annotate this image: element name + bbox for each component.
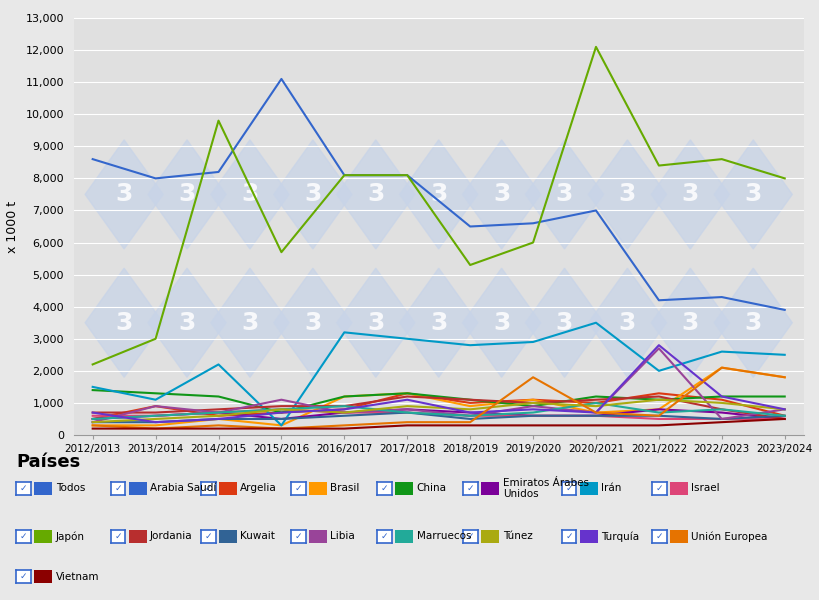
Polygon shape: [462, 268, 540, 377]
Text: 3: 3: [429, 182, 447, 206]
Text: 3: 3: [429, 311, 447, 335]
Text: 3: 3: [241, 182, 258, 206]
Polygon shape: [85, 140, 163, 249]
Text: ✓: ✓: [204, 532, 212, 541]
Text: ✓: ✓: [380, 484, 388, 493]
Text: Jordania: Jordania: [150, 532, 192, 541]
Text: ✓: ✓: [20, 532, 28, 541]
Text: Japón: Japón: [56, 531, 84, 542]
Text: 3: 3: [179, 311, 196, 335]
Text: 3: 3: [744, 182, 761, 206]
Text: 3: 3: [555, 311, 572, 335]
Text: ✓: ✓: [466, 532, 474, 541]
Polygon shape: [85, 268, 163, 377]
Text: 3: 3: [304, 182, 321, 206]
Text: 3: 3: [115, 311, 133, 335]
Polygon shape: [525, 140, 603, 249]
Polygon shape: [462, 140, 540, 249]
Text: 3: 3: [681, 311, 698, 335]
Polygon shape: [650, 140, 728, 249]
Text: 3: 3: [744, 311, 761, 335]
Polygon shape: [337, 268, 414, 377]
Polygon shape: [713, 268, 791, 377]
Polygon shape: [337, 140, 414, 249]
Text: 3: 3: [115, 182, 133, 206]
Text: 3: 3: [241, 311, 258, 335]
Polygon shape: [713, 140, 791, 249]
Text: 3: 3: [681, 182, 698, 206]
Polygon shape: [588, 140, 666, 249]
Text: 3: 3: [492, 311, 509, 335]
Text: ✓: ✓: [294, 532, 302, 541]
Text: ✓: ✓: [294, 484, 302, 493]
Text: 3: 3: [555, 182, 572, 206]
Polygon shape: [399, 268, 477, 377]
Text: ✓: ✓: [654, 484, 663, 493]
Text: Irán: Irán: [600, 484, 621, 493]
Text: Países: Países: [16, 453, 80, 471]
Text: Kuwait: Kuwait: [240, 532, 275, 541]
Text: ✓: ✓: [380, 532, 388, 541]
Polygon shape: [525, 268, 603, 377]
Text: 3: 3: [179, 182, 196, 206]
Text: 3: 3: [618, 182, 636, 206]
Polygon shape: [210, 140, 288, 249]
Text: 3: 3: [304, 311, 321, 335]
Text: Libia: Libia: [330, 532, 355, 541]
Text: Emiratos Árabes
Unidos: Emiratos Árabes Unidos: [502, 478, 588, 499]
Text: Brasil: Brasil: [330, 484, 360, 493]
Polygon shape: [588, 268, 666, 377]
Text: Unión Europea: Unión Europea: [690, 531, 767, 542]
Text: Turquía: Turquía: [600, 531, 638, 542]
Polygon shape: [148, 268, 226, 377]
Text: ✓: ✓: [654, 532, 663, 541]
Text: Arabia Saudí: Arabia Saudí: [150, 484, 216, 493]
Text: ✓: ✓: [114, 532, 122, 541]
Text: 3: 3: [618, 311, 636, 335]
Text: 3: 3: [367, 182, 384, 206]
Text: China: China: [416, 484, 446, 493]
Text: Marruecos: Marruecos: [416, 532, 470, 541]
Polygon shape: [210, 268, 288, 377]
Text: Vietnam: Vietnam: [56, 572, 99, 581]
Polygon shape: [274, 268, 351, 377]
Text: ✓: ✓: [466, 484, 474, 493]
Text: ✓: ✓: [20, 572, 28, 581]
Text: Túnez: Túnez: [502, 532, 532, 541]
Polygon shape: [148, 140, 226, 249]
Text: Todos: Todos: [56, 484, 85, 493]
Text: ✓: ✓: [564, 484, 572, 493]
Text: 3: 3: [367, 311, 384, 335]
Text: ✓: ✓: [564, 532, 572, 541]
Y-axis label: x 1000 t: x 1000 t: [6, 200, 19, 253]
Polygon shape: [274, 140, 351, 249]
Polygon shape: [399, 140, 477, 249]
Polygon shape: [650, 268, 728, 377]
Text: ✓: ✓: [114, 484, 122, 493]
Text: ✓: ✓: [20, 484, 28, 493]
Text: 3: 3: [492, 182, 509, 206]
Text: Argelia: Argelia: [240, 484, 277, 493]
Text: ✓: ✓: [204, 484, 212, 493]
Text: Israel: Israel: [690, 484, 719, 493]
